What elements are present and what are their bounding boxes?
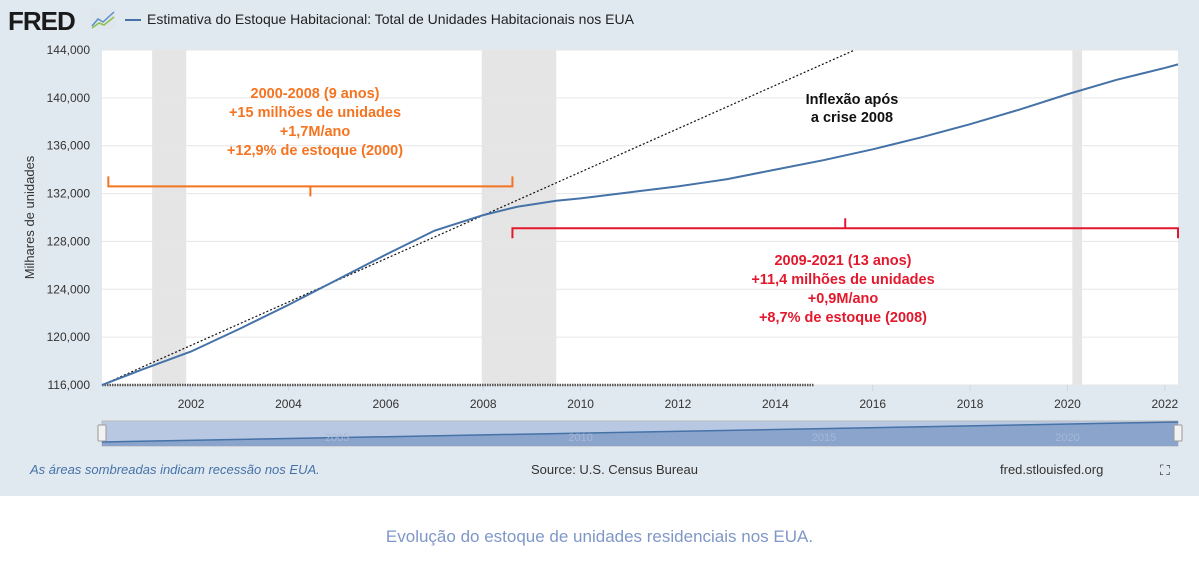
annotation-text: +11,4 milhões de unidades [751,272,934,288]
navigator-tick-label: 2015 [812,432,836,444]
trend-line [101,49,855,386]
y-axis-label: Milhares de unidades [22,155,37,279]
fullscreen-icon[interactable]: ⛶ [1160,462,1170,478]
series-line [101,63,1179,386]
line-chart: 116,000 120,000 124,000 128,000 132,000 136,0… [22,43,1183,447]
annotation-text: +15 milhões de unidades [229,105,401,121]
y-tick-label: 120,000 [47,330,91,344]
x-tick-label: 2014 [762,397,789,411]
annotation-text: 2009-2021 (13 anos) [774,253,911,269]
navigator-tick-label: 2020 [1055,432,1079,444]
navigator-area [102,422,1178,446]
x-tick-label: 2012 [665,397,692,411]
bracket-period-2009-2021 [511,227,1179,239]
recession-band [1072,50,1083,385]
y-tick-label: 132,000 [47,187,91,201]
x-tick-label: 2004 [275,397,302,411]
fred-logo: FRED [8,6,76,36]
x-tick-label: 2010 [567,397,594,411]
annotation-text: Inflexão após [806,92,899,108]
chart-frame: FRED Estimativa do Estoque Habitacional:… [0,0,1199,496]
chart-logo-icon [90,9,116,29]
recession-note: As áreas sombreadas indicam recessão nos… [30,462,320,477]
y-tick-label: 144,000 [47,43,91,57]
x-tick-label: 2008 [470,397,497,411]
x-tick-label: 2006 [372,397,399,411]
annotation-text: +8,7% de estoque (2008) [759,310,927,326]
x-tick-label: 2016 [859,397,886,411]
navigator-tick-label: 2005 [325,432,349,444]
annotation-text: +1,7M/ano [280,124,351,140]
annotation-text: 2000-2008 (9 anos) [251,86,380,102]
figure-caption: Evolução do estoque de unidades residenc… [385,527,814,546]
annotation-text: +0,9M/ano [808,291,879,307]
navigator-handle[interactable] [1173,424,1183,442]
x-tick-label: 2002 [178,397,205,411]
x-tick-label: 2022 [1152,397,1179,411]
x-tick-label: 2020 [1054,397,1081,411]
y-tick-label: 140,000 [47,91,91,105]
y-tick-label: 124,000 [47,282,91,296]
recession-band [152,50,187,385]
annotation-text: +12,9% de estoque (2000) [227,143,403,159]
y-tick-label: 136,000 [47,139,91,153]
x-tick-label: 2018 [957,397,984,411]
plot-area [102,50,1178,385]
source-text: Source: U.S. Census Bureau [531,462,698,477]
recession-band [481,50,557,385]
y-tick-label: 116,000 [48,378,91,392]
y-tick-label: 128,000 [47,234,91,248]
legend-swatch [125,19,141,22]
site-link[interactable]: fred.stlouisfed.org [1000,462,1104,477]
legend-label: Estimativa do Estoque Habitacional: Tota… [147,11,634,27]
series-legend[interactable]: Estimativa do Estoque Habitacional: Tota… [125,11,634,27]
annotation-text: a crise 2008 [811,110,893,126]
navigator-line [101,421,1179,443]
navigator-handle[interactable] [97,424,107,442]
navigator-tick-label: 2010 [568,432,592,444]
